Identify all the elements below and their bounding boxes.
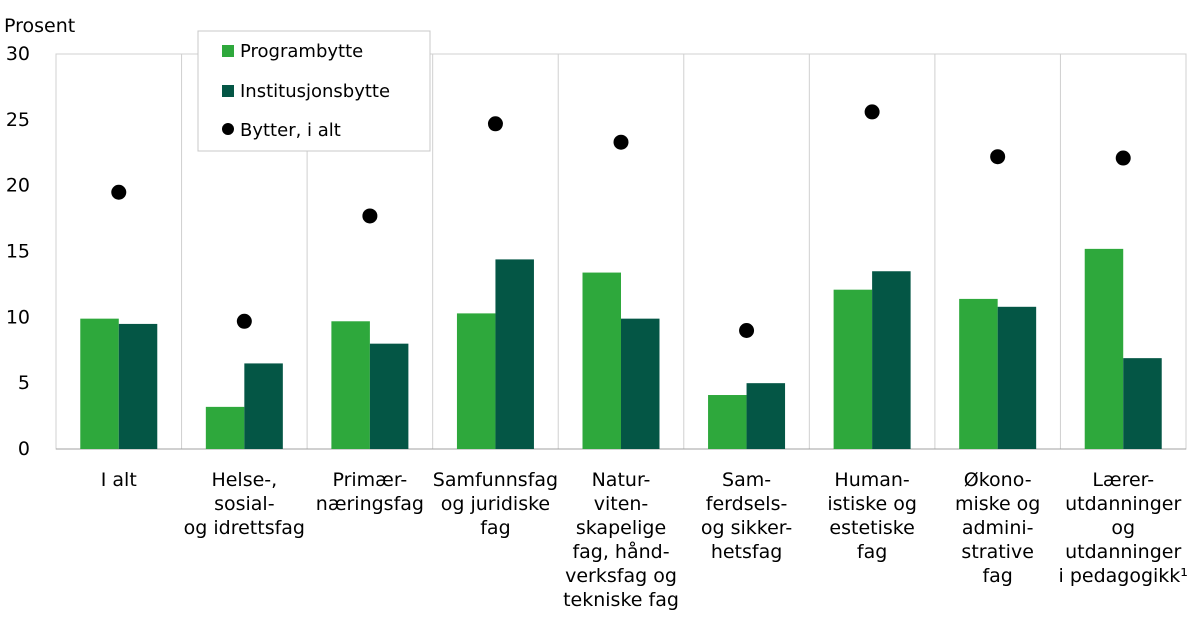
legend-label-programbytte: Programbytte — [240, 41, 363, 62]
y-tick-label: 5 — [18, 372, 30, 394]
y-axis-label: Prosent — [4, 15, 75, 37]
legend-marker-bytter-i-alt — [222, 123, 234, 135]
bar-institusjonsbytte — [997, 306, 1037, 449]
total-dots — [111, 104, 1131, 338]
bar-programbytte — [80, 318, 119, 449]
legend-swatch-programbytte — [222, 45, 234, 57]
y-tick-label: 30 — [6, 43, 30, 65]
y-tick-label: 20 — [6, 175, 30, 197]
x-tick-label: Økono-miske og admini-strative fag — [955, 469, 1040, 587]
legend-label-bytter-i-alt: Bytter, i alt — [240, 120, 341, 141]
bar-institusjonsbytte — [369, 343, 409, 449]
x-tick-label: I alt — [101, 469, 137, 491]
x-tick-label: Sam-ferdsels-og sikker-hetsfag — [701, 469, 792, 563]
bar-institusjonsbytte — [872, 271, 911, 449]
y-tick-label: 0 — [18, 438, 30, 460]
y-tick-label: 25 — [6, 109, 30, 131]
dot-bytter-i-alt — [739, 323, 755, 338]
bar-programbytte — [582, 272, 621, 449]
bar-programbytte — [708, 395, 747, 449]
y-tick-label: 15 — [6, 241, 30, 263]
dot-bytter-i-alt — [1115, 150, 1131, 166]
dot-bytter-i-alt — [362, 208, 378, 224]
y-tick-label: 10 — [6, 306, 30, 328]
dot-bytter-i-alt — [990, 149, 1006, 165]
bar-programbytte — [1084, 248, 1124, 449]
legend-box — [197, 30, 431, 152]
y-tick-labels: 0 5 10 15 20 25 30 — [6, 43, 30, 460]
bars — [80, 248, 1162, 449]
bar-programbytte — [205, 406, 245, 449]
bar-institusjonsbytte — [746, 383, 786, 449]
dot-bytter-i-alt — [864, 104, 880, 120]
bar-institusjonsbytte — [1123, 358, 1162, 449]
x-tick-label: Samfunnsfag og juridiske fag — [433, 469, 558, 539]
legend: Programbytte Institusjonsbytte Bytter, i… — [197, 30, 431, 152]
bar-institusjonsbytte — [118, 323, 158, 449]
dot-bytter-i-alt — [111, 184, 127, 200]
x-tick-labels: I alt Helse-, sosial-og idrettsfagPrimær-n… — [101, 469, 1188, 611]
bar-institusjonsbytte — [621, 318, 660, 449]
legend-label-institusjonsbytte: Institusjonsbytte — [240, 81, 390, 102]
legend-swatch-institusjonsbytte — [222, 85, 234, 97]
bar-programbytte — [959, 298, 998, 449]
dot-bytter-i-alt — [613, 134, 629, 150]
bar-institusjonsbytte — [495, 259, 534, 449]
dot-bytter-i-alt — [236, 313, 252, 329]
x-tick-label: Lærer-utdanninger og utdanninger i pedagogi… — [1059, 469, 1188, 587]
x-tick-label: Human-istiske og estetiske fag — [827, 469, 917, 563]
x-tick-label: Natur-viten-skapelige fag, hånd-verksfag … — [563, 469, 679, 611]
x-tick-label: Primær-næringsfag — [316, 469, 424, 515]
bar-programbytte — [833, 289, 873, 449]
bar-programbytte — [331, 321, 370, 449]
dot-bytter-i-alt — [487, 116, 503, 132]
x-tick-label: Helse-, sosial-og idrettsfag — [184, 469, 305, 539]
bar-programbytte — [456, 313, 496, 449]
bar-institusjonsbytte — [244, 363, 283, 449]
